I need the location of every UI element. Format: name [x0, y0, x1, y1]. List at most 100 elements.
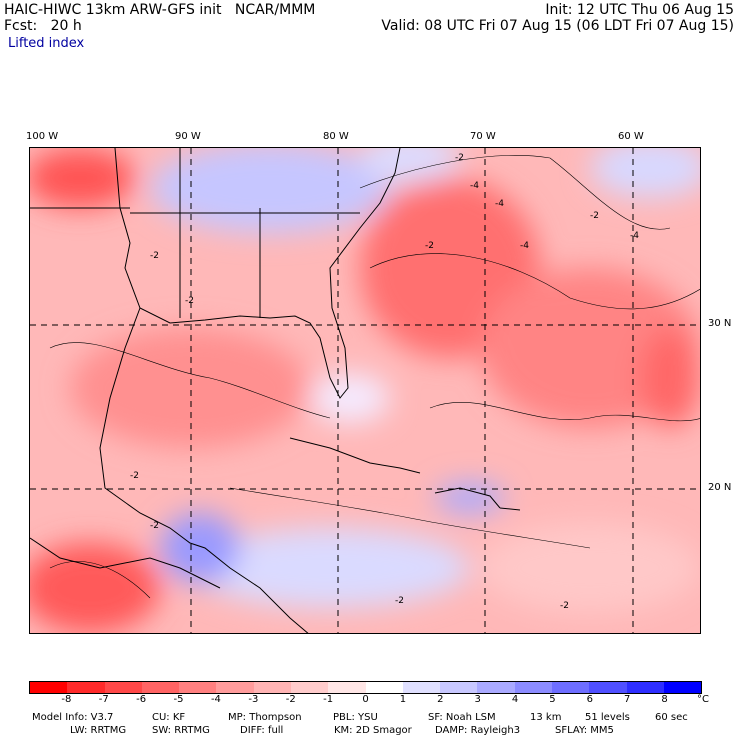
colorbar-cell [477, 682, 515, 693]
colorbar-cell [663, 682, 702, 693]
colorbar-cell [626, 682, 664, 693]
contour-line [229, 487, 591, 549]
colorbar-tick-label: -2 [285, 694, 296, 705]
contour-line [49, 561, 151, 599]
colorbar-tick-label: 1 [399, 694, 407, 705]
contour-line [359, 155, 671, 230]
colorbar-tick-label: 3 [474, 694, 481, 705]
colorbar-cell [141, 682, 180, 693]
colorbar-cell [104, 682, 142, 693]
colorbar-cell [365, 682, 403, 693]
cuba [289, 437, 421, 474]
contour-label: -2 [590, 211, 599, 221]
colorbar-tick-label: 4 [511, 694, 519, 705]
contour-label: -2 [560, 601, 569, 611]
init-time: Init: 12 UTC Thu 06 Aug 15 [545, 2, 734, 18]
contour-line [429, 402, 700, 422]
red-region-gulf [70, 328, 310, 448]
colorbar-cell [551, 682, 590, 693]
lat-label-30n: 30 N [708, 318, 732, 329]
lon-label-90w: 90 W [175, 131, 201, 142]
coastlines [30, 148, 521, 633]
colorbar-cell [514, 682, 552, 693]
pink-region-se [480, 523, 700, 613]
contour-line [49, 342, 331, 419]
contour-label: -4 [520, 241, 529, 251]
blue-region-hispaniola [435, 483, 505, 513]
colorbar-cell [328, 682, 366, 693]
colorbar-tick-label: 7 [624, 694, 631, 705]
us-coast [114, 148, 401, 399]
hispaniola [434, 487, 501, 509]
mexico-coast [99, 307, 309, 633]
lat-lon-grid [30, 148, 700, 633]
blue-region-ne [360, 148, 460, 183]
colorbar-cell [67, 682, 105, 693]
footer-sflay: SFLAY: MM5 [555, 725, 614, 736]
colorbar-tick-label: -5 [173, 694, 184, 705]
colorbar-tick-label: 6 [586, 694, 594, 705]
colorbar-tick-label: 2 [437, 694, 444, 705]
footer-levels: 51 levels [585, 712, 630, 723]
footer-lw: LW: RRTMG [70, 725, 127, 736]
red-region-far-east [640, 328, 700, 428]
red-region-nw [30, 148, 135, 208]
footer-sw: SW: RRTMG [152, 725, 210, 736]
contour-label: -2 [425, 241, 434, 251]
colorbar-cell [30, 682, 68, 693]
colorbar-cell [253, 682, 291, 693]
contour-label: -2 [185, 296, 194, 306]
colorbar-tick-label: -1 [323, 694, 334, 705]
footer-diff: DIFF: full [240, 725, 284, 736]
blue-region-central-america [160, 513, 240, 583]
colorbar-tick-label: 5 [549, 694, 556, 705]
colorbar-tick-label: -6 [136, 694, 147, 705]
puerto-rico [499, 507, 521, 511]
valid-time: Valid: 08 UTC Fri 07 Aug 15 (06 LDT Fri … [381, 18, 734, 34]
footer-mp: MP: Thompson [228, 712, 302, 723]
colorbar-cell [290, 682, 329, 693]
forecast-hour: Fcst: 20 h [4, 18, 82, 34]
colorbar-tick-label: -4 [210, 694, 221, 705]
footer-resolution: 13 km [530, 712, 562, 723]
footer-sf: SF: Noah LSM [428, 712, 496, 723]
footer-damp: DAMP: Rayleigh3 [435, 725, 521, 736]
model-title: HAIC-HIWC 13km ARW-GFS init NCAR/MMM [4, 2, 316, 18]
contour-label: -2 [150, 521, 159, 531]
contours [49, 155, 700, 599]
colorbar-unit: °C [697, 694, 709, 705]
colorbar-cell [589, 682, 627, 693]
blue-region-north [150, 148, 390, 233]
lifted-index-map: -2 -2 -2 -2 -2 -2 -2 -4 -4 -4 -4 -2 -2 [29, 147, 701, 634]
colorbar-tick-label: 8 [661, 694, 668, 705]
footer-timestep: 60 sec [655, 712, 688, 723]
state-borders [30, 148, 360, 318]
contour-label: -4 [495, 199, 504, 209]
colorbar-cell [402, 682, 441, 693]
colorbar-tick-label: -7 [98, 694, 109, 705]
contour-label: -4 [470, 181, 479, 191]
lat-label-20n: 20 N [708, 482, 732, 493]
field-name: Lifted index [8, 36, 85, 51]
colorbar-tick-label: 0 [362, 694, 369, 705]
map-canvas: -2 -2 -2 -2 -2 -2 -2 -4 -4 -4 -4 -2 -2 [30, 148, 700, 633]
blue-region-east [590, 148, 700, 198]
light-region-bahamas [310, 373, 390, 423]
contour-label: -2 [150, 251, 159, 261]
lon-label-60w: 60 W [618, 131, 644, 142]
contour-label: -2 [130, 471, 139, 481]
contour-line [369, 253, 700, 310]
footer-km: KM: 2D Smagor [334, 725, 412, 736]
colorbar-cell [216, 682, 254, 693]
contour-label: -2 [455, 153, 464, 163]
lon-label-100w: 100 W [26, 131, 59, 142]
lon-label-80w: 80 W [323, 131, 349, 142]
footer-cu: CU: KF [152, 712, 186, 723]
footer-pbl: PBL: YSU [333, 712, 378, 723]
colorbar-tick-label: -3 [248, 694, 259, 705]
contour-label: -2 [395, 596, 404, 606]
footer-model-info: Model Info: V3.7 [32, 712, 114, 723]
contour-label: -4 [630, 231, 639, 241]
lon-label-70w: 70 W [470, 131, 496, 142]
colorbar [29, 681, 702, 694]
